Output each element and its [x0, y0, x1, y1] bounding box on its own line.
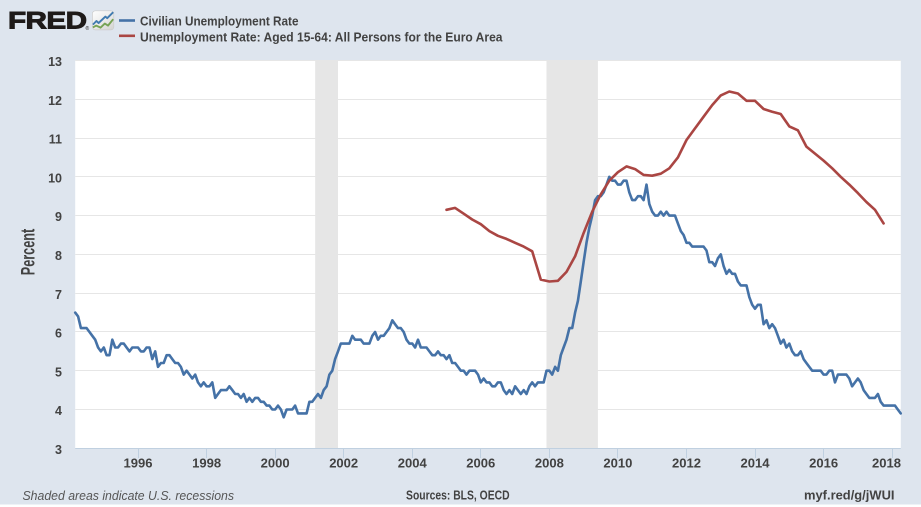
svg-text:2018: 2018 — [872, 456, 901, 471]
svg-text:2000: 2000 — [261, 456, 290, 471]
svg-text:Unemployment Rate: Aged 15-64:: Unemployment Rate: Aged 15-64: All Perso… — [140, 29, 503, 44]
svg-text:2012: 2012 — [672, 456, 701, 471]
svg-text:6: 6 — [55, 327, 62, 341]
svg-text:2002: 2002 — [329, 456, 358, 471]
svg-text:2010: 2010 — [603, 456, 632, 471]
svg-text:1996: 1996 — [124, 456, 153, 471]
svg-text:2006: 2006 — [466, 456, 495, 471]
svg-text:Sources: BLS, OECD: Sources: BLS, OECD — [406, 488, 510, 503]
svg-text:2016: 2016 — [809, 456, 838, 471]
svg-text:1998: 1998 — [192, 456, 221, 471]
svg-text:®: ® — [86, 25, 90, 32]
svg-text:2004: 2004 — [398, 456, 428, 471]
svg-text:2014: 2014 — [741, 456, 771, 471]
svg-text:13: 13 — [48, 55, 62, 69]
svg-text:11: 11 — [49, 133, 62, 147]
svg-text:4: 4 — [55, 404, 62, 418]
svg-text:5: 5 — [55, 365, 62, 379]
svg-text:FRED: FRED — [8, 8, 87, 35]
svg-text:8: 8 — [55, 249, 62, 263]
svg-text:12: 12 — [48, 94, 62, 108]
svg-text:2008: 2008 — [535, 456, 564, 471]
svg-text:10: 10 — [48, 171, 62, 185]
svg-text:Percent: Percent — [18, 228, 39, 275]
svg-text:myf.red/g/jWUI: myf.red/g/jWUI — [804, 488, 895, 503]
svg-text:7: 7 — [55, 288, 62, 302]
svg-text:3: 3 — [55, 443, 62, 457]
svg-text:Shaded areas indicate U.S. rec: Shaded areas indicate U.S. recessions — [23, 489, 235, 503]
svg-text:9: 9 — [55, 210, 62, 224]
svg-text:Civilian Unemployment Rate: Civilian Unemployment Rate — [140, 13, 299, 28]
